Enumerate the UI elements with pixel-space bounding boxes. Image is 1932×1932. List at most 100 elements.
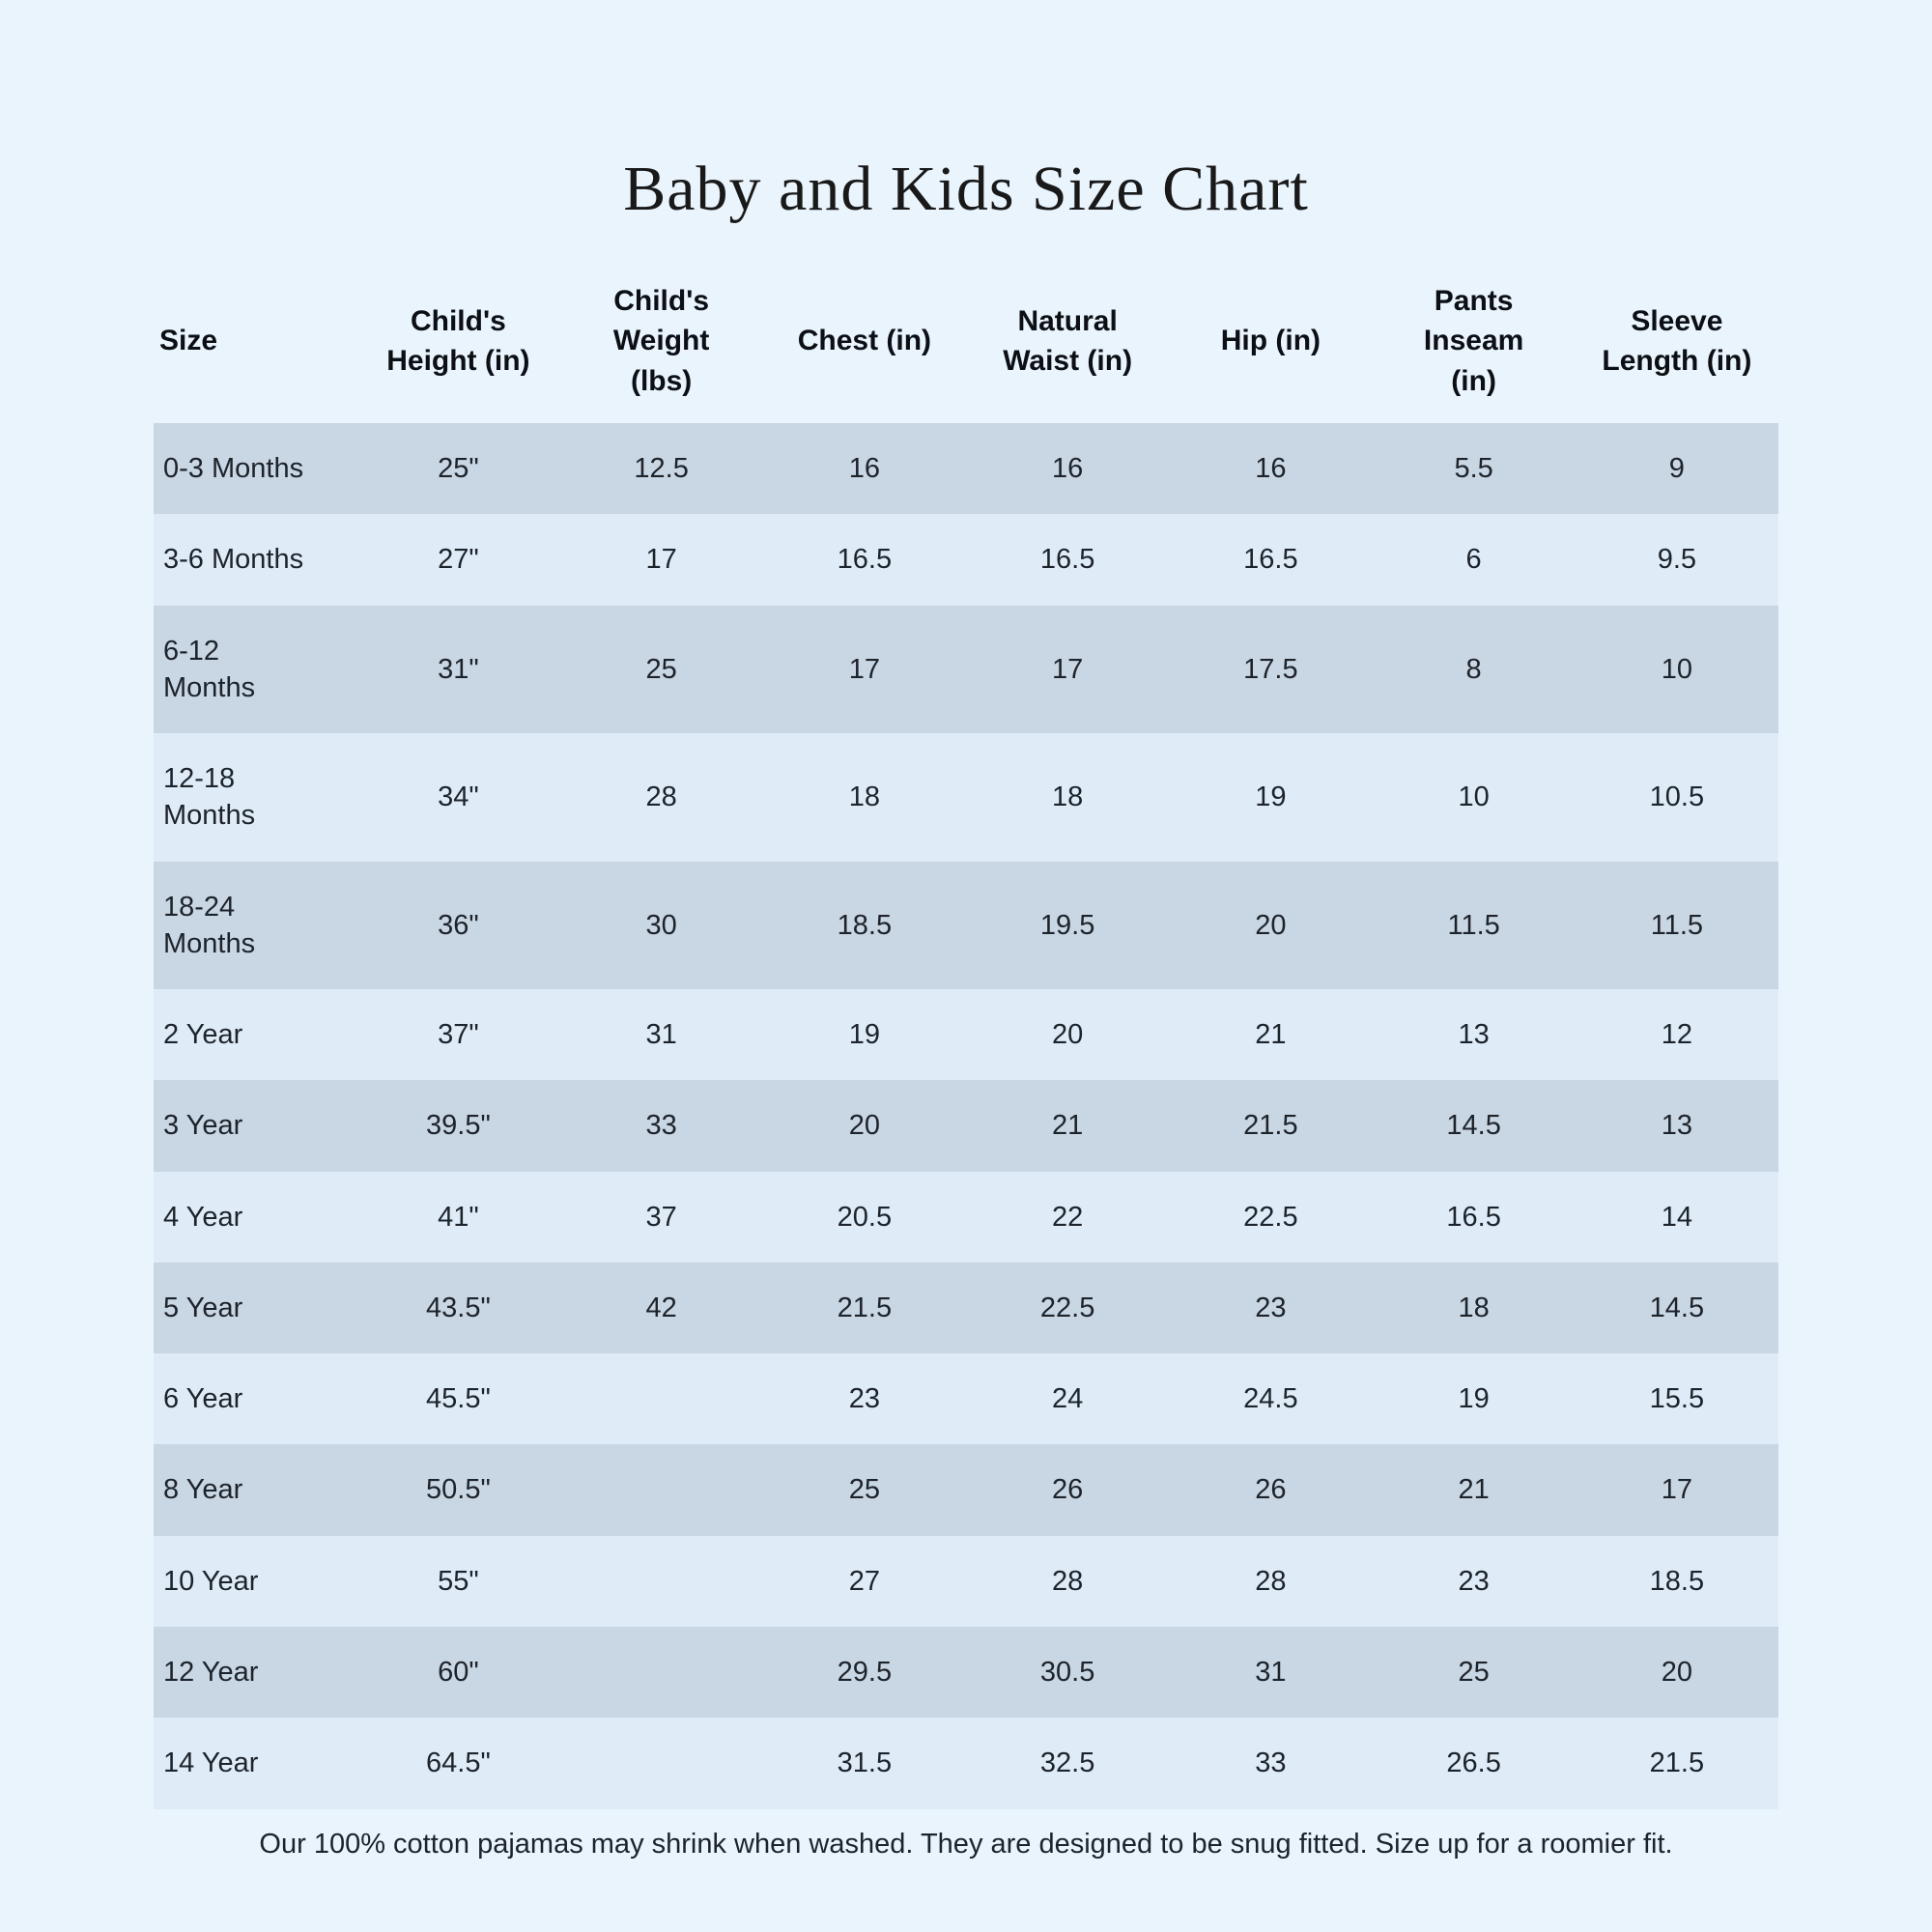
value-cell-height: 41" bbox=[438, 1201, 479, 1233]
value-cell-chest: 19 bbox=[848, 1019, 880, 1051]
table-row: 0-3 Months 25" 12.5 16 16 16 5.5 9 bbox=[154, 423, 1778, 515]
value-cell-height: 45.5" bbox=[426, 1383, 491, 1415]
column-header-weight: Child's Weight (lbs) bbox=[612, 284, 710, 397]
value-cell-waist: 30.5 bbox=[1039, 1656, 1095, 1688]
value-cell-inseam: 14.5 bbox=[1446, 1110, 1501, 1142]
size-cell: 4 Year bbox=[163, 1201, 243, 1233]
value-cell-inseam: 13 bbox=[1458, 1019, 1490, 1051]
value-cell-waist: 32.5 bbox=[1039, 1747, 1095, 1779]
value-cell-height: 60" bbox=[438, 1656, 479, 1688]
value-cell-chest: 16 bbox=[848, 453, 880, 484]
value-cell-inseam: 25 bbox=[1458, 1656, 1490, 1688]
value-cell-chest: 18.5 bbox=[837, 909, 893, 941]
value-cell-hip: 31 bbox=[1255, 1656, 1287, 1688]
value-cell-sleeve: 17 bbox=[1661, 1474, 1692, 1506]
size-table: Size Child's Height (in) Child's Weight (l… bbox=[154, 259, 1778, 1809]
table-body: 0-3 Months 25" 12.5 16 16 16 5.5 9 3-6 Months 27"… bbox=[154, 423, 1778, 1809]
value-cell-weight bbox=[560, 1353, 763, 1444]
column-header-inseam: Pants Inseam (in) bbox=[1423, 284, 1524, 397]
value-cell-inseam: 18 bbox=[1458, 1292, 1490, 1323]
column-header-height: Child's Height (in) bbox=[386, 304, 530, 377]
value-cell-waist: 16 bbox=[1051, 453, 1084, 484]
value-cell-height: 55" bbox=[438, 1565, 479, 1597]
value-cell-waist: 16.5 bbox=[1039, 544, 1095, 576]
value-cell-waist: 17 bbox=[1051, 653, 1084, 685]
column-header-size: Size bbox=[159, 325, 218, 357]
value-cell-waist: 19.5 bbox=[1039, 909, 1095, 941]
size-chart-page: Baby and Kids Size Chart Size Child's Hei… bbox=[154, 154, 1778, 1860]
value-cell-inseam: 26.5 bbox=[1446, 1747, 1501, 1779]
table-row: 5 Year 43.5" 42 21.5 22.5 23 18 14.5 bbox=[154, 1262, 1778, 1354]
value-cell-inseam: 21 bbox=[1458, 1474, 1490, 1506]
value-cell-chest: 27 bbox=[848, 1565, 880, 1597]
value-cell-inseam: 10 bbox=[1458, 781, 1490, 813]
value-cell-sleeve: 18.5 bbox=[1649, 1565, 1705, 1597]
value-cell-hip: 20 bbox=[1255, 909, 1287, 941]
value-cell-waist: 22.5 bbox=[1039, 1292, 1095, 1323]
value-cell-sleeve: 12 bbox=[1661, 1019, 1692, 1051]
value-cell-hip: 21.5 bbox=[1243, 1110, 1298, 1142]
table-row: 2 Year 37" 31 19 20 21 13 12 bbox=[154, 989, 1778, 1081]
size-cell: 14 Year bbox=[163, 1747, 259, 1779]
value-cell-chest: 20.5 bbox=[837, 1201, 893, 1233]
value-cell-inseam: 5.5 bbox=[1454, 453, 1493, 484]
value-cell-weight: 37 bbox=[645, 1201, 677, 1233]
value-cell-height: 31" bbox=[438, 653, 479, 685]
size-cell: 6-12 Months bbox=[163, 635, 256, 703]
value-cell-height: 34" bbox=[438, 781, 479, 813]
value-cell-inseam: 8 bbox=[1465, 653, 1482, 685]
size-cell: 5 Year bbox=[163, 1292, 243, 1323]
table-row: 4 Year 41" 37 20.5 22 22.5 16.5 14 bbox=[154, 1171, 1778, 1263]
value-cell-height: 37" bbox=[438, 1019, 479, 1051]
value-cell-hip: 21 bbox=[1255, 1019, 1287, 1051]
value-cell-sleeve: 14.5 bbox=[1649, 1292, 1705, 1323]
value-cell-sleeve: 10 bbox=[1661, 653, 1692, 685]
value-cell-weight bbox=[560, 1536, 763, 1627]
value-cell-sleeve: 10.5 bbox=[1649, 781, 1705, 813]
value-cell-weight bbox=[560, 1627, 763, 1718]
value-cell-chest: 29.5 bbox=[837, 1656, 893, 1688]
value-cell-chest: 16.5 bbox=[837, 544, 893, 576]
size-cell: 10 Year bbox=[163, 1565, 259, 1597]
table-row: 6-12 Months 31" 25 17 17 17.5 8 10 bbox=[154, 605, 1778, 734]
value-cell-waist: 24 bbox=[1051, 1383, 1084, 1415]
size-cell: 18-24 Months bbox=[163, 891, 256, 959]
value-cell-weight: 31 bbox=[645, 1019, 677, 1051]
value-cell-height: 36" bbox=[438, 909, 479, 941]
value-cell-weight bbox=[560, 1718, 763, 1808]
value-cell-chest: 20 bbox=[848, 1110, 880, 1142]
value-cell-chest: 18 bbox=[848, 781, 880, 813]
value-cell-inseam: 6 bbox=[1465, 544, 1482, 576]
value-cell-weight: 12.5 bbox=[634, 453, 689, 484]
value-cell-height: 25" bbox=[438, 453, 479, 484]
value-cell-height: 39.5" bbox=[426, 1110, 491, 1142]
value-cell-waist: 21 bbox=[1051, 1110, 1084, 1142]
column-header-sleeve: Sleeve Length (in) bbox=[1602, 304, 1752, 377]
value-cell-height: 43.5" bbox=[426, 1292, 491, 1323]
value-cell-hip: 26 bbox=[1255, 1474, 1287, 1506]
size-cell: 3 Year bbox=[163, 1110, 243, 1142]
size-cell: 8 Year bbox=[163, 1474, 243, 1506]
table-row: 12-18 Months 34" 28 18 18 19 10 10.5 bbox=[154, 733, 1778, 862]
value-cell-waist: 22 bbox=[1051, 1201, 1084, 1233]
table-row: 18-24 Months 36" 30 18.5 19.5 20 11.5 11.5 bbox=[154, 861, 1778, 990]
value-cell-inseam: 23 bbox=[1458, 1565, 1490, 1597]
value-cell-sleeve: 9.5 bbox=[1657, 544, 1697, 576]
table-row: 6 Year 45.5" 23 24 24.5 19 15.5 bbox=[154, 1353, 1778, 1445]
value-cell-weight: 42 bbox=[645, 1292, 677, 1323]
size-cell: 12 Year bbox=[163, 1656, 259, 1688]
column-header-hip: Hip (in) bbox=[1220, 325, 1321, 357]
value-cell-weight bbox=[560, 1444, 763, 1535]
value-cell-weight: 17 bbox=[645, 544, 677, 576]
value-cell-sleeve: 21.5 bbox=[1649, 1747, 1705, 1779]
value-cell-hip: 16.5 bbox=[1243, 544, 1298, 576]
column-header-chest: Chest (in) bbox=[797, 325, 932, 357]
value-cell-inseam: 11.5 bbox=[1447, 909, 1500, 941]
value-cell-weight: 28 bbox=[645, 781, 677, 813]
value-cell-chest: 21.5 bbox=[837, 1292, 893, 1323]
value-cell-weight: 33 bbox=[645, 1110, 677, 1142]
table-row: 3-6 Months 27" 17 16.5 16.5 16.5 6 9.5 bbox=[154, 514, 1778, 606]
page-title: Baby and Kids Size Chart bbox=[623, 154, 1309, 224]
value-cell-sleeve: 14 bbox=[1661, 1201, 1692, 1233]
value-cell-height: 27" bbox=[438, 544, 479, 576]
